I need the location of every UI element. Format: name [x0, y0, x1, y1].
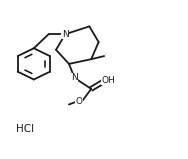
- Text: N: N: [62, 30, 69, 39]
- Text: O: O: [76, 97, 83, 106]
- Text: N: N: [71, 73, 78, 82]
- Text: HCl: HCl: [16, 124, 35, 135]
- Text: OH: OH: [102, 76, 116, 85]
